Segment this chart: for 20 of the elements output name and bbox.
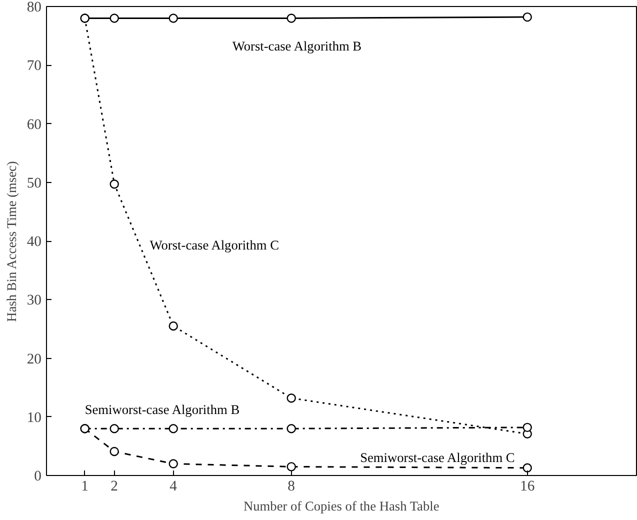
y-tick-label: 30 [26, 292, 42, 309]
x-tick-label: 2 [110, 478, 118, 494]
series-label: Semiworst-case Algorithm B [84, 402, 240, 417]
y-tick-label: 80 [26, 0, 42, 16]
x-tick-label: 16 [520, 478, 535, 494]
y-tick-label: 10 [26, 410, 42, 426]
y-tick-label: 70 [26, 58, 42, 74]
y-tick-label: 40 [26, 234, 42, 250]
x-tick-label: 1 [81, 478, 89, 494]
series-label: Worst-case Algorithm C [150, 238, 280, 253]
y-tick-label: 20 [26, 351, 42, 368]
y-tick-label: 50 [26, 175, 42, 192]
series-label: Semiworst-case Algorithm C [360, 450, 515, 465]
series-label: Worst-case Algorithm B [232, 38, 362, 54]
y-tick-label: 60 [26, 116, 42, 133]
x-axis-title: Number of Copies of the Hash Table [244, 498, 440, 514]
y-axis-title: Hash Bin Access Time (msec) [4, 161, 19, 322]
x-tick-label: 8 [288, 478, 296, 494]
y-tick-label: 0 [34, 468, 42, 484]
x-tick-label: 4 [170, 478, 178, 494]
